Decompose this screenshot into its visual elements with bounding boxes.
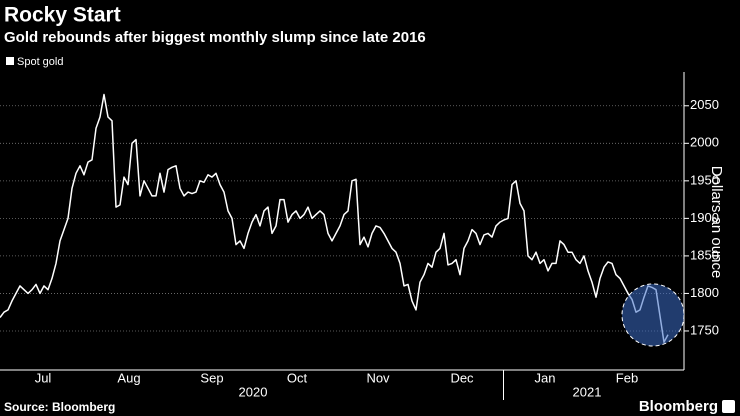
x-tick-label: Dec [450,370,474,385]
legend-label: Spot gold [17,56,63,68]
x-group-label: 2020 [239,384,268,399]
chart-title: Rocky Start [4,4,121,27]
x-group-label: 2021 [573,384,602,399]
highlight-circle [621,283,685,347]
x-tick-label: Jan [535,370,556,385]
y-axis-title: Dollars an ounce [708,166,725,279]
y-tick-label: 1750 [690,322,719,337]
x-tick-label: Nov [366,370,390,385]
y-tick-label: 1950 [690,172,719,187]
y-tick-label: 1800 [690,285,719,300]
legend-swatch [6,57,14,65]
source: Source: Bloomberg [4,400,115,414]
y-tick-label: 2050 [690,97,719,112]
brand-icon [722,400,735,413]
y-tick-label: 2000 [690,135,719,150]
brand: Bloomberg [639,398,718,415]
x-tick-label: Feb [616,370,638,385]
x-tick-label: Sep [200,370,223,385]
y-tick-label: 1900 [690,210,719,225]
x-tick-label: Aug [117,370,140,385]
x-tick-label: Oct [287,370,308,385]
y-tick-label: 1850 [690,247,719,262]
chart-subtitle: Gold rebounds after biggest monthly slum… [4,29,426,46]
x-tick-label: Jul [35,370,52,385]
series-line [0,93,669,343]
